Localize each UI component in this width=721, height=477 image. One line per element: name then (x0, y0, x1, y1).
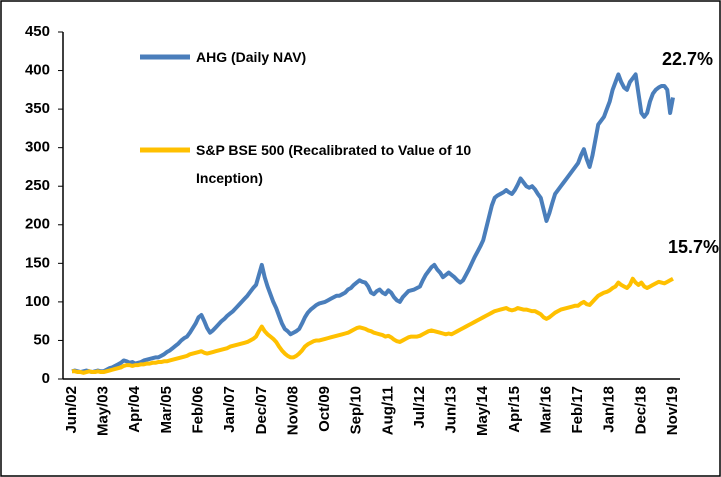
y-tick-label: 150 (25, 254, 50, 271)
y-tick-label: 250 (25, 177, 50, 194)
x-tick-label: May/14 (474, 385, 491, 436)
series-line (71, 72, 675, 375)
y-tick-label: 50 (33, 331, 50, 348)
x-tick-label: Sep/10 (348, 386, 365, 434)
y-tick-label: 200 (25, 216, 50, 233)
series-line (72, 276, 674, 375)
x-tick-label: Nov/19 (664, 386, 681, 435)
annotation: 15.7% (668, 237, 719, 257)
x-tick-label: Mar/05 (158, 386, 175, 434)
x-tick-label: Mar/16 (537, 386, 554, 434)
x-tick-label: May/03 (95, 386, 112, 436)
legend-label: S&P BSE 500 (Recalibrated to Value of 10… (196, 142, 472, 186)
x-tick-label: Feb/17 (569, 386, 586, 434)
x-tick-label: Dec/07 (253, 386, 270, 434)
x-tick-label: Jul/12 (411, 386, 428, 429)
x-tick-label: Oct/09 (316, 386, 333, 432)
y-tick-label: 100 (25, 293, 50, 310)
x-tick-label: Nov/08 (284, 386, 301, 435)
y-tick-label: 300 (25, 139, 50, 156)
x-tick-label: Jan/18 (601, 386, 618, 433)
x-tick-label: Jun/02 (63, 386, 80, 434)
x-tick-label: Dec/18 (632, 386, 649, 434)
x-tick-label: Feb/06 (189, 386, 206, 434)
y-tick-label: 450 (25, 23, 50, 40)
x-tick-label: Jun/13 (443, 386, 460, 434)
x-tick-label: Aug/11 (379, 386, 396, 435)
x-tick-label: Jan/07 (221, 386, 238, 433)
y-tick-label: 400 (25, 62, 50, 79)
x-tick-label: Apr/04 (126, 385, 143, 432)
y-tick-label: 350 (25, 100, 50, 117)
x-tick-label: Apr/15 (506, 386, 523, 433)
y-tick-label: 0 (42, 370, 50, 387)
legend-label: AHG (Daily NAV) (196, 49, 307, 65)
annotation: 22.7% (662, 49, 713, 69)
